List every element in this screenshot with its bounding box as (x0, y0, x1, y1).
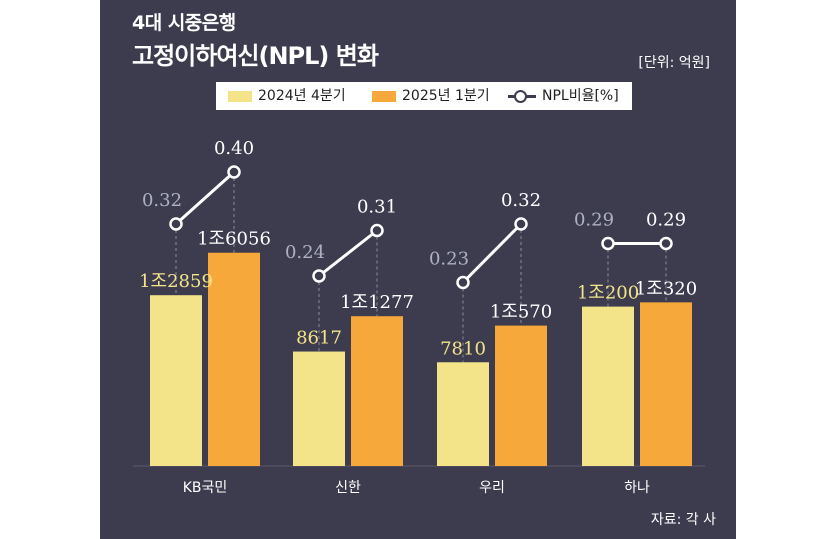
npl-label-2024q4: 0.32 (142, 190, 182, 211)
bar-label-2024q4: 1조2859 (139, 271, 213, 292)
bar-label-2024q4: 7810 (440, 338, 486, 359)
bar-label-2025q1: 1조320 (635, 278, 697, 299)
npl-label-2025q1: 0.40 (214, 138, 254, 159)
legend-label-npl: NPL비율[%] (542, 88, 619, 104)
legend: 2024년 4분기 2025년 1분기 NPL비율[%] (216, 82, 632, 110)
legend-marker-npl (514, 90, 527, 103)
npl-label-2025q1: 0.32 (501, 190, 541, 211)
npl-point-2025q1 (659, 236, 673, 251)
legend-swatch-2025q1 (372, 91, 396, 102)
legend-label-2025q1: 2025년 1분기 (402, 88, 490, 104)
bar-label-2025q1: 1조6056 (197, 229, 271, 250)
npl-ratio-line (174, 170, 236, 226)
npl-ratio-line (461, 222, 523, 284)
bar-label-2025q1: 1조570 (490, 302, 552, 323)
npl-point-2025q1 (514, 217, 528, 231)
bar-2024q4 (437, 362, 489, 466)
source-note: 자료: 각 사 (650, 512, 716, 528)
bar-label-2025q1: 1조1277 (340, 292, 414, 313)
bar-2024q4 (293, 351, 345, 466)
bar-2025q1 (351, 316, 403, 466)
npl-point-2024q4 (169, 217, 183, 231)
legend-swatch-2024q4 (228, 91, 252, 102)
npl-point-2024q4 (601, 236, 615, 251)
unit-label: [단위: 억원] (638, 55, 710, 71)
npl-point-2024q4 (312, 269, 326, 283)
chart-title-line2: 고정이하여신(NPL) 변화 (132, 42, 379, 70)
bar-label-2024q4: 8617 (296, 328, 342, 349)
bar-2025q1 (640, 302, 692, 466)
category-label: 하나 (624, 480, 650, 496)
npl-label-2024q4: 0.24 (285, 242, 325, 263)
npl-label-2024q4: 0.23 (429, 249, 469, 270)
category-label: 신한 (335, 480, 361, 496)
npl-label-2025q1: 0.29 (646, 210, 686, 231)
npl-ratio-line (318, 229, 378, 278)
bar-2024q4 (582, 306, 634, 466)
npl-label-2025q1: 0.31 (357, 197, 397, 218)
npl-point-2025q1 (227, 165, 241, 179)
bar-2025q1 (495, 325, 547, 466)
npl-point-2024q4 (456, 275, 470, 290)
bar-label-2024q4: 1조200 (577, 283, 639, 304)
category-label: KB국민 (183, 480, 228, 496)
chart-title-line1: 4대 시중은행 (132, 12, 236, 34)
category-label: 우리 (479, 480, 505, 496)
legend-label-2024q4: 2024년 4분기 (258, 88, 346, 104)
npl-label-2024q4: 0.29 (574, 210, 614, 231)
bar-2025q1 (208, 252, 260, 466)
bar-2024q4 (150, 295, 202, 466)
npl-point-2025q1 (370, 223, 384, 238)
